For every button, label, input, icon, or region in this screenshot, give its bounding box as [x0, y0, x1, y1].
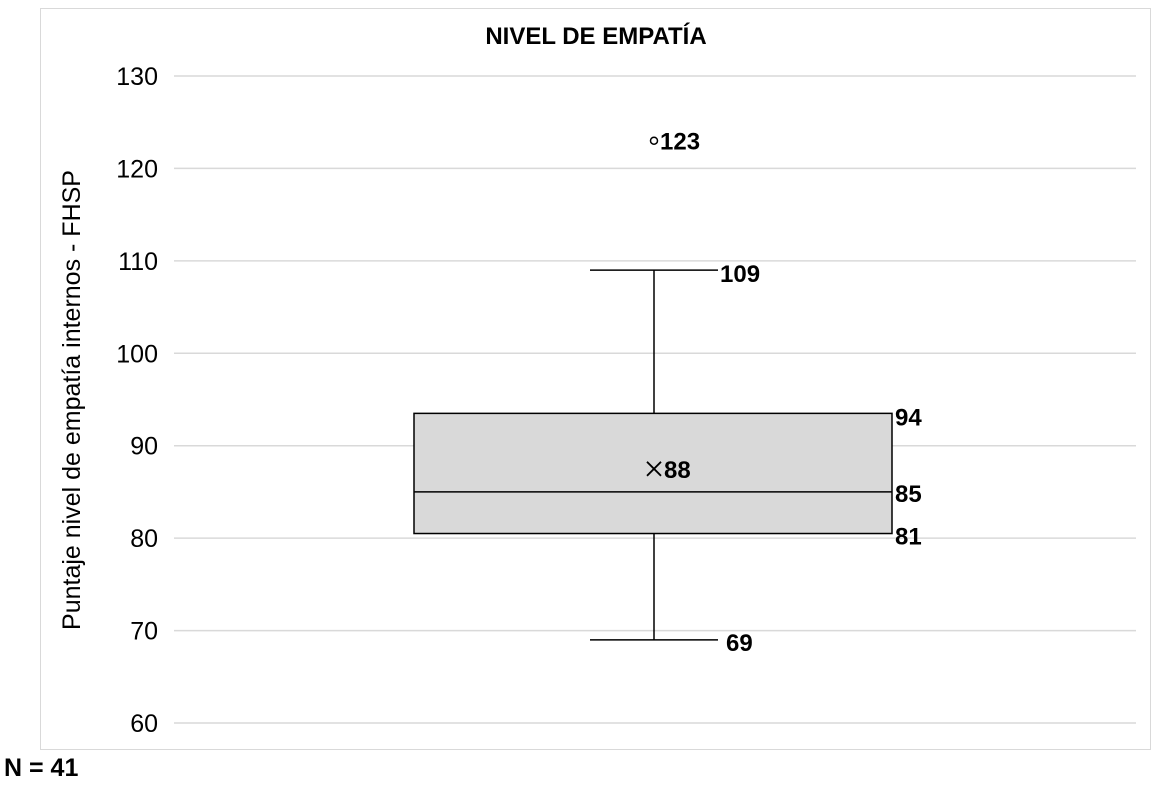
y-tick-label: 90: [130, 433, 158, 461]
data-labels: 123 109 94 88 85 81 69: [660, 129, 922, 657]
y-tick-label: 120: [116, 155, 158, 183]
y-tick-label: 110: [118, 248, 158, 276]
max-label: 109: [720, 261, 760, 288]
box-plot: [413, 136, 893, 641]
iqr-box: [413, 412, 893, 535]
q3-label: 94: [895, 404, 922, 431]
median-label: 85: [895, 481, 922, 508]
mean-marker: [646, 461, 662, 477]
y-tick-label: 70: [130, 618, 158, 646]
sample-size-note: N = 41: [4, 754, 79, 782]
outlier-point: [649, 136, 659, 145]
y-tick-label: 60: [130, 710, 158, 738]
y-tick-label: 100: [116, 340, 158, 368]
mean-label: 88: [664, 457, 691, 484]
y-tick-label: 80: [130, 525, 158, 553]
chart-title: NIVEL DE EMPATÍA: [485, 22, 706, 50]
y-tick-label: 130: [116, 63, 158, 91]
q1-label: 81: [895, 524, 922, 551]
y-axis-title: Puntaje nivel de empatía internos - FHSP: [58, 170, 86, 630]
min-label: 69: [726, 630, 753, 657]
chart-frame: [40, 8, 1151, 750]
outlier-label: 123: [660, 129, 700, 156]
y-axis: 60 70 80 90 100 110 120 130: [116, 63, 158, 738]
gridlines: [174, 75, 1136, 724]
box-plot-chart: 60 70 80 90 100 110 120 130 123 109 94 88 85 81 69 NI…: [58, 22, 1136, 738]
